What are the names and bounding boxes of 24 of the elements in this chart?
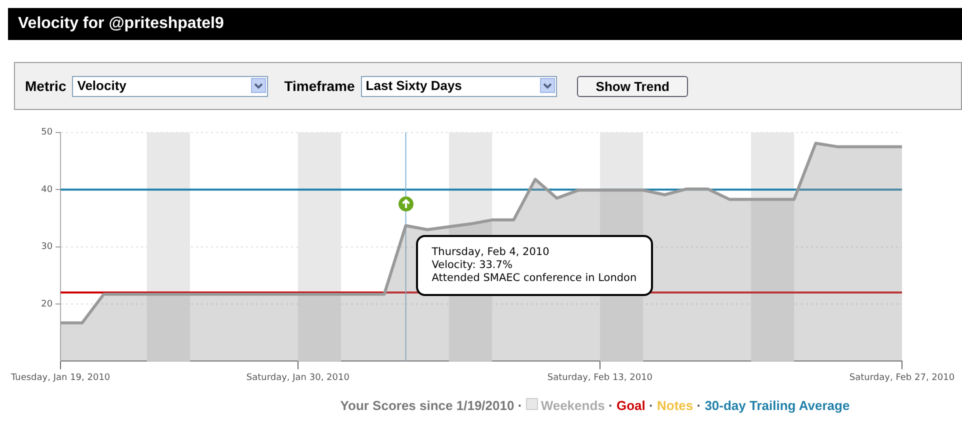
text: · — [516, 398, 524, 413]
y-tick-label: 50 — [41, 128, 53, 138]
annotation: Thursday, Feb 4, 2010 Velocity: 33.7% Attended SMAEC conference in London — [432, 246, 637, 285]
x-tick-label: Tuesday, Jan 19, 2010 — [10, 372, 110, 383]
text: Last Sixty Days — [360, 76, 557, 96]
ref-line-label: 30-day Trailing Average — [704, 398, 850, 413]
text: Metric — [25, 78, 66, 94]
x-tick-label: Saturday, Feb 13, 2010 — [547, 372, 653, 383]
text: Show Trend — [576, 76, 688, 96]
y-tick-label: 40 — [41, 184, 53, 195]
legend-label: Weekends — [540, 398, 605, 413]
text: · — [696, 398, 702, 413]
text: · — [649, 398, 654, 413]
y-tick-label: 20 — [41, 299, 53, 310]
x-tick-label: Saturday, Feb 27, 2010 — [849, 372, 955, 383]
ref-line-label: Goal — [616, 398, 646, 413]
y-tick-label: 30 — [41, 242, 53, 252]
text: Velocity — [72, 76, 268, 96]
text: · — [608, 398, 613, 413]
x-tick-label: Saturday, Jan 30, 2010 — [246, 372, 350, 383]
chart-title: Velocity for @priteshpatel9 — [8, 8, 962, 40]
text: Your Scores since 1/19/2010 — [340, 398, 514, 413]
text: Notes — [656, 398, 694, 413]
text: Timeframe — [284, 78, 355, 94]
